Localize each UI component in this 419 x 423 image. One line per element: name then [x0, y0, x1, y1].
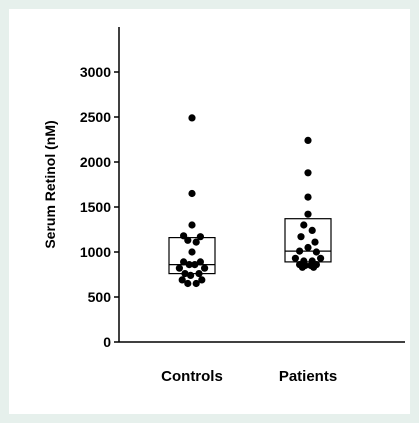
y-tick-label: 1000	[80, 244, 111, 260]
data-point	[291, 254, 299, 262]
data-point	[304, 243, 312, 252]
data-point	[192, 238, 200, 246]
data-point	[311, 238, 319, 246]
data-point	[196, 233, 204, 241]
data-point	[201, 264, 209, 272]
data-point	[185, 261, 193, 269]
data-point	[188, 221, 196, 229]
data-point	[298, 263, 306, 271]
data-point	[188, 248, 196, 256]
data-point	[184, 279, 192, 288]
data-point	[195, 270, 203, 278]
box-patients	[284, 218, 332, 263]
figure-panel: 0 500 1000 1500 2000 2500 3000 Controls Patients…	[9, 9, 410, 414]
y-tick-label: 1500	[80, 199, 111, 215]
data-point	[175, 264, 183, 272]
data-point	[187, 271, 195, 279]
data-point	[308, 226, 316, 234]
y-tick-label: 2000	[80, 154, 111, 170]
x-category-label: Controls	[161, 368, 223, 385]
y-tick-label: 500	[88, 289, 112, 305]
data-point	[178, 276, 186, 284]
data-point	[304, 210, 312, 218]
data-point	[180, 258, 188, 266]
data-point	[181, 270, 189, 278]
data-points	[175, 114, 325, 288]
data-point	[310, 263, 318, 271]
data-point	[296, 247, 304, 255]
x-category-label: Patients	[279, 368, 337, 385]
data-point	[196, 258, 204, 266]
data-point	[180, 232, 188, 240]
y-tick-label: 3000	[80, 64, 111, 80]
data-point	[304, 169, 312, 177]
data-point	[317, 254, 325, 262]
data-point	[297, 233, 305, 241]
retinol-dot-plot: 0 500 1000 1500 2000 2500 3000 Controls Patients…	[42, 27, 405, 385]
data-point	[192, 279, 200, 288]
axes: 0 500 1000 1500 2000 2500 3000 Controls Patients	[80, 27, 405, 385]
data-point	[184, 236, 192, 244]
data-point	[312, 248, 320, 256]
y-tick-label: 2500	[80, 109, 111, 125]
y-axis-title: Serum Retinol (nM)	[42, 120, 58, 248]
data-point	[188, 189, 196, 198]
data-point	[304, 136, 312, 144]
data-point	[191, 261, 199, 269]
y-tick-label: 0	[103, 334, 111, 350]
data-point	[304, 193, 312, 201]
data-point	[188, 114, 196, 122]
data-point	[300, 221, 308, 229]
data-point	[198, 276, 206, 284]
